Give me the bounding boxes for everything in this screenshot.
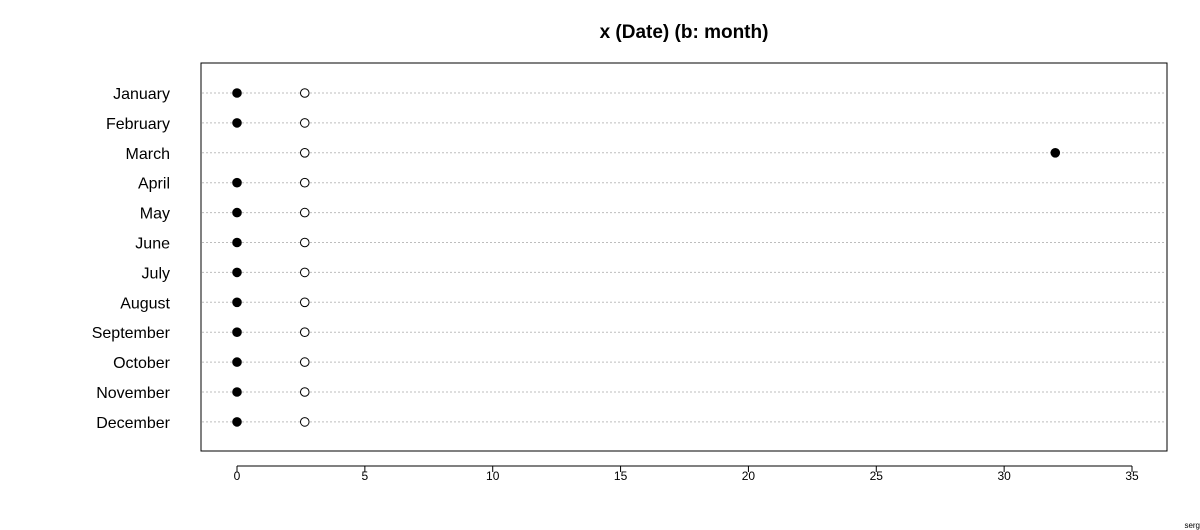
filled-point xyxy=(232,88,242,98)
open-point xyxy=(299,327,310,338)
category-label: March xyxy=(126,146,170,163)
category-label: August xyxy=(120,295,170,312)
filled-point xyxy=(232,207,242,218)
filled-point xyxy=(232,357,242,367)
open-point xyxy=(299,387,310,397)
filled-point xyxy=(232,177,242,188)
open-point xyxy=(299,88,310,98)
category-label: April xyxy=(138,176,170,193)
data-points xyxy=(232,88,1061,427)
category-label: February xyxy=(106,116,170,133)
filled-point xyxy=(1050,148,1061,158)
x-tick-label: 25 xyxy=(870,469,884,483)
filled-point xyxy=(232,327,242,338)
category-label: June xyxy=(135,236,170,253)
x-axis: 0 5 10 15 20 25 30 35 xyxy=(234,465,1139,483)
open-point xyxy=(299,177,310,188)
open-point xyxy=(299,118,310,128)
filled-point xyxy=(232,297,242,308)
open-point xyxy=(299,297,310,308)
category-label: January xyxy=(113,86,170,103)
category-labels: January February March April May June July Augu… xyxy=(92,86,171,432)
filled-point xyxy=(232,417,242,427)
open-point xyxy=(299,207,310,218)
x-tick-label: 5 xyxy=(362,469,369,483)
category-label: November xyxy=(96,385,170,402)
open-point xyxy=(299,357,310,367)
open-point xyxy=(299,267,310,278)
filled-point xyxy=(232,267,242,278)
filled-point xyxy=(232,237,242,248)
x-tick-label: 10 xyxy=(486,469,500,483)
open-point xyxy=(299,237,310,248)
filled-point xyxy=(232,387,242,397)
category-label: October xyxy=(113,355,171,372)
category-label: September xyxy=(92,325,171,342)
open-point xyxy=(299,148,310,158)
open-point xyxy=(299,417,310,427)
category-label: May xyxy=(140,206,170,223)
chart-title: x (Date) (b: month) xyxy=(600,22,769,43)
x-tick-label: 15 xyxy=(614,469,628,483)
x-tick-label: 35 xyxy=(1125,469,1139,483)
gridlines xyxy=(202,92,1166,423)
category-label: December xyxy=(96,415,170,432)
plot-frame xyxy=(200,62,1168,452)
x-tick-label: 30 xyxy=(997,469,1011,483)
corner-note: serg xyxy=(1184,521,1200,530)
category-label: July xyxy=(142,265,170,282)
x-tick-label: 0 xyxy=(234,469,241,483)
filled-point xyxy=(232,118,242,128)
x-tick-label: 20 xyxy=(742,469,756,483)
